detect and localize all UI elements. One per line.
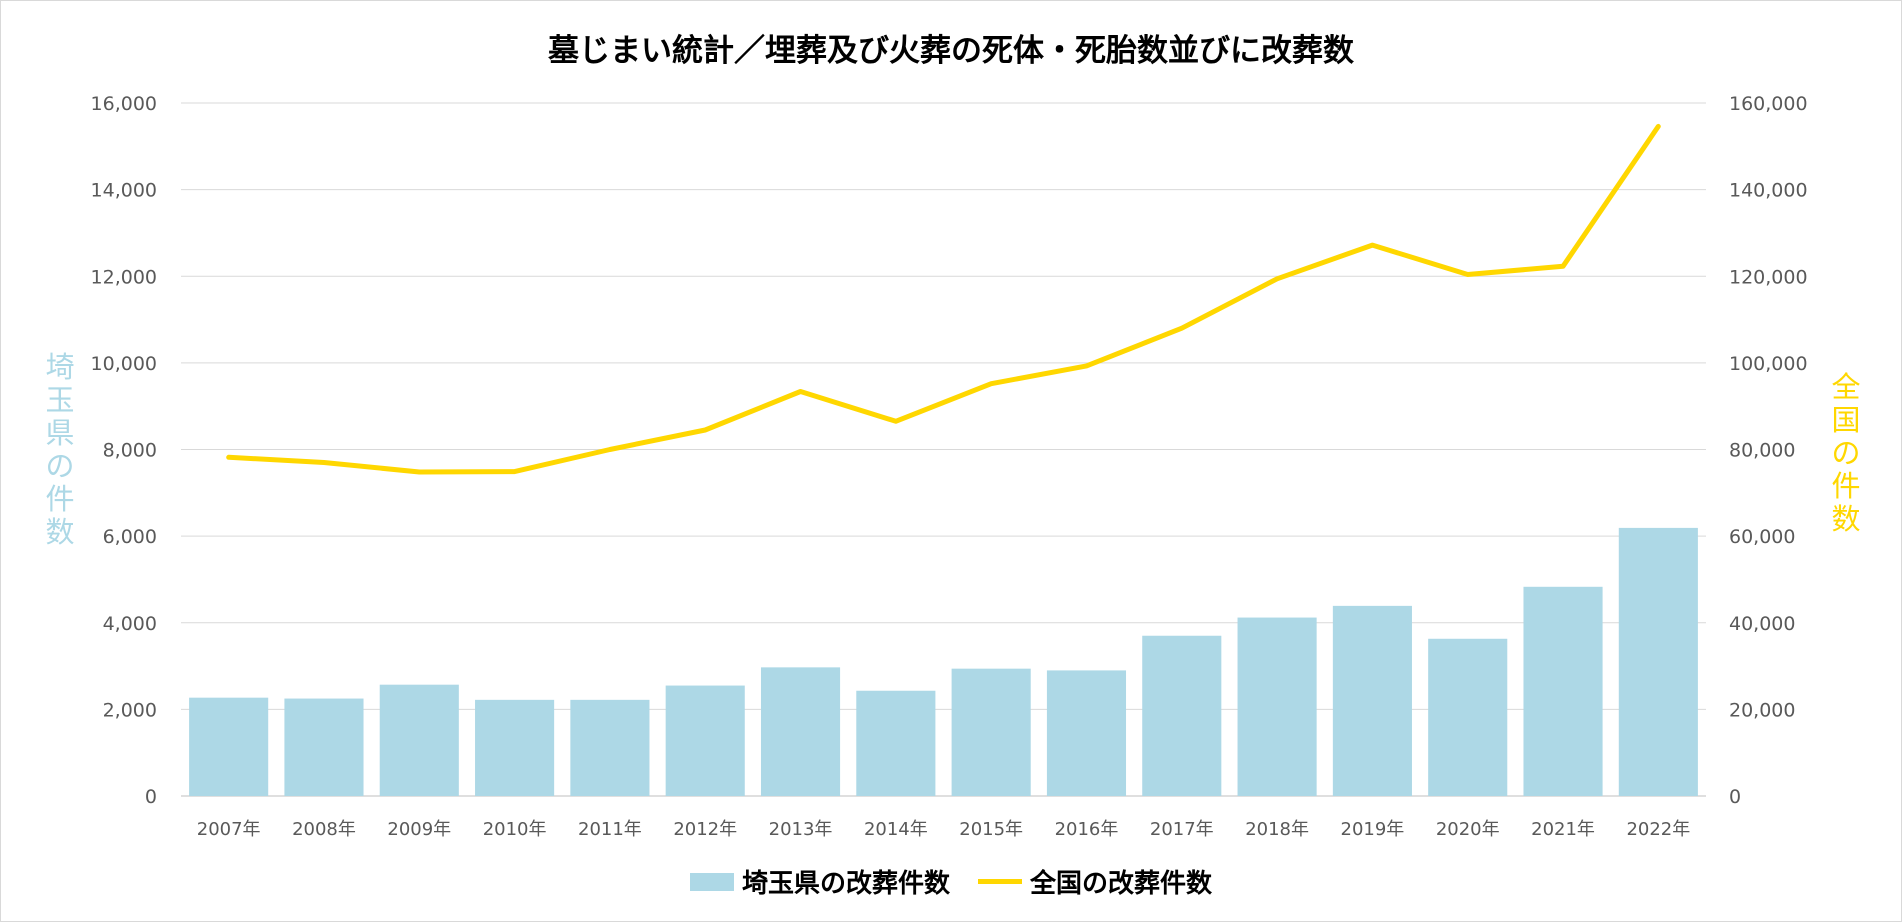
x-tick-label: 2016年 — [1055, 819, 1119, 840]
left-axis-tick-label: 12,000 — [91, 266, 157, 288]
x-tick-label: 2011年 — [578, 819, 642, 840]
right-axis-tick-label: 20,000 — [1729, 699, 1795, 721]
legend: 埼玉県の改葬件数 全国の改葬件数 — [1, 863, 1901, 900]
left-axis-ticks: 0 2,000 4,000 6,000 8,000 10,000 12,000 14,000 1… — [91, 93, 157, 808]
left-axis-tick-label: 2,000 — [103, 699, 157, 721]
right-axis-tick-label: 0 — [1729, 786, 1741, 808]
x-tick-label: 2007年 — [197, 819, 261, 840]
x-tick-label: 2015年 — [959, 819, 1023, 840]
bar-2007年 — [189, 697, 269, 796]
left-axis-tick-label: 6,000 — [103, 526, 157, 548]
legend-swatch-line — [978, 879, 1022, 884]
x-tick-label: 2020年 — [1436, 819, 1500, 840]
bar-2011年 — [570, 699, 650, 796]
legend-item-national: 全国の改葬件数 — [978, 863, 1212, 900]
left-axis-tick-label: 8,000 — [103, 440, 157, 462]
left-axis-tick-label: 4,000 — [103, 613, 157, 635]
bar-2014年 — [856, 690, 936, 796]
right-axis-tick-label: 120,000 — [1729, 266, 1808, 288]
chart-title: 墓じまい統計／埋葬及び火葬の死体・死胎数並びに改葬数 — [548, 33, 1354, 69]
right-axis-tick-label: 140,000 — [1729, 180, 1808, 202]
x-tick-label: 2008年 — [292, 819, 356, 840]
x-tick-label: 2021年 — [1531, 819, 1595, 840]
bar-series-saitama — [189, 527, 1698, 796]
left-axis-tick-label: 14,000 — [91, 180, 157, 202]
bar-2010年 — [475, 699, 555, 796]
x-tick-label: 2022年 — [1626, 819, 1690, 840]
bar-2008年 — [284, 698, 364, 796]
right-axis-ticks: 0 20,000 40,000 60,000 80,000 100,000 120,000 1… — [1729, 93, 1808, 808]
legend-swatch-bar — [689, 872, 734, 891]
bar-2015年 — [951, 668, 1031, 796]
right-axis-tick-label: 40,000 — [1729, 613, 1795, 635]
right-axis-tick-label: 100,000 — [1729, 353, 1808, 375]
legend-label-saitama: 埼玉県の改葬件数 — [741, 869, 950, 899]
national-line — [226, 123, 1661, 475]
x-tick-label: 2009年 — [387, 819, 451, 840]
right-axis-tick-label: 80,000 — [1729, 440, 1795, 462]
x-axis-ticks: 2007年 2008年 2009年 2010年 2011年 2012年 2013年 2014年… — [197, 819, 1691, 840]
bar-2018年 — [1237, 617, 1317, 796]
left-axis-tick-label: 10,000 — [91, 353, 157, 375]
bar-2019年 — [1332, 605, 1412, 796]
bar-2013年 — [760, 667, 841, 796]
left-axis-tick-label: 0 — [145, 786, 157, 808]
legend-item-saitama: 埼玉県の改葬件数 — [689, 863, 950, 900]
x-tick-label: 2014年 — [864, 819, 928, 840]
legend-label-national: 全国の改葬件数 — [1030, 869, 1213, 899]
x-tick-label: 2017年 — [1150, 819, 1214, 840]
bar-2020年 — [1428, 638, 1508, 796]
right-axis-title: 全国の件数 — [1831, 370, 1861, 536]
bar-2021年 — [1523, 586, 1603, 796]
left-axis-title: 埼玉県の件数 — [45, 350, 75, 549]
x-tick-label: 2018年 — [1245, 819, 1309, 840]
right-axis-tick-label: 60,000 — [1729, 526, 1795, 548]
bar-2016年 — [1046, 670, 1127, 796]
bar-2017年 — [1142, 635, 1222, 796]
bar-2022年 — [1618, 527, 1698, 796]
left-axis-tick-label: 16,000 — [91, 93, 157, 115]
x-tick-label: 2010年 — [483, 819, 547, 840]
x-tick-label: 2012年 — [673, 819, 737, 840]
x-tick-label: 2019年 — [1341, 819, 1405, 840]
bar-2012年 — [665, 685, 745, 796]
bar-2009年 — [379, 684, 459, 796]
line-series-national — [226, 123, 1661, 475]
x-tick-label: 2013年 — [769, 819, 833, 840]
right-axis-tick-label: 160,000 — [1729, 93, 1808, 115]
